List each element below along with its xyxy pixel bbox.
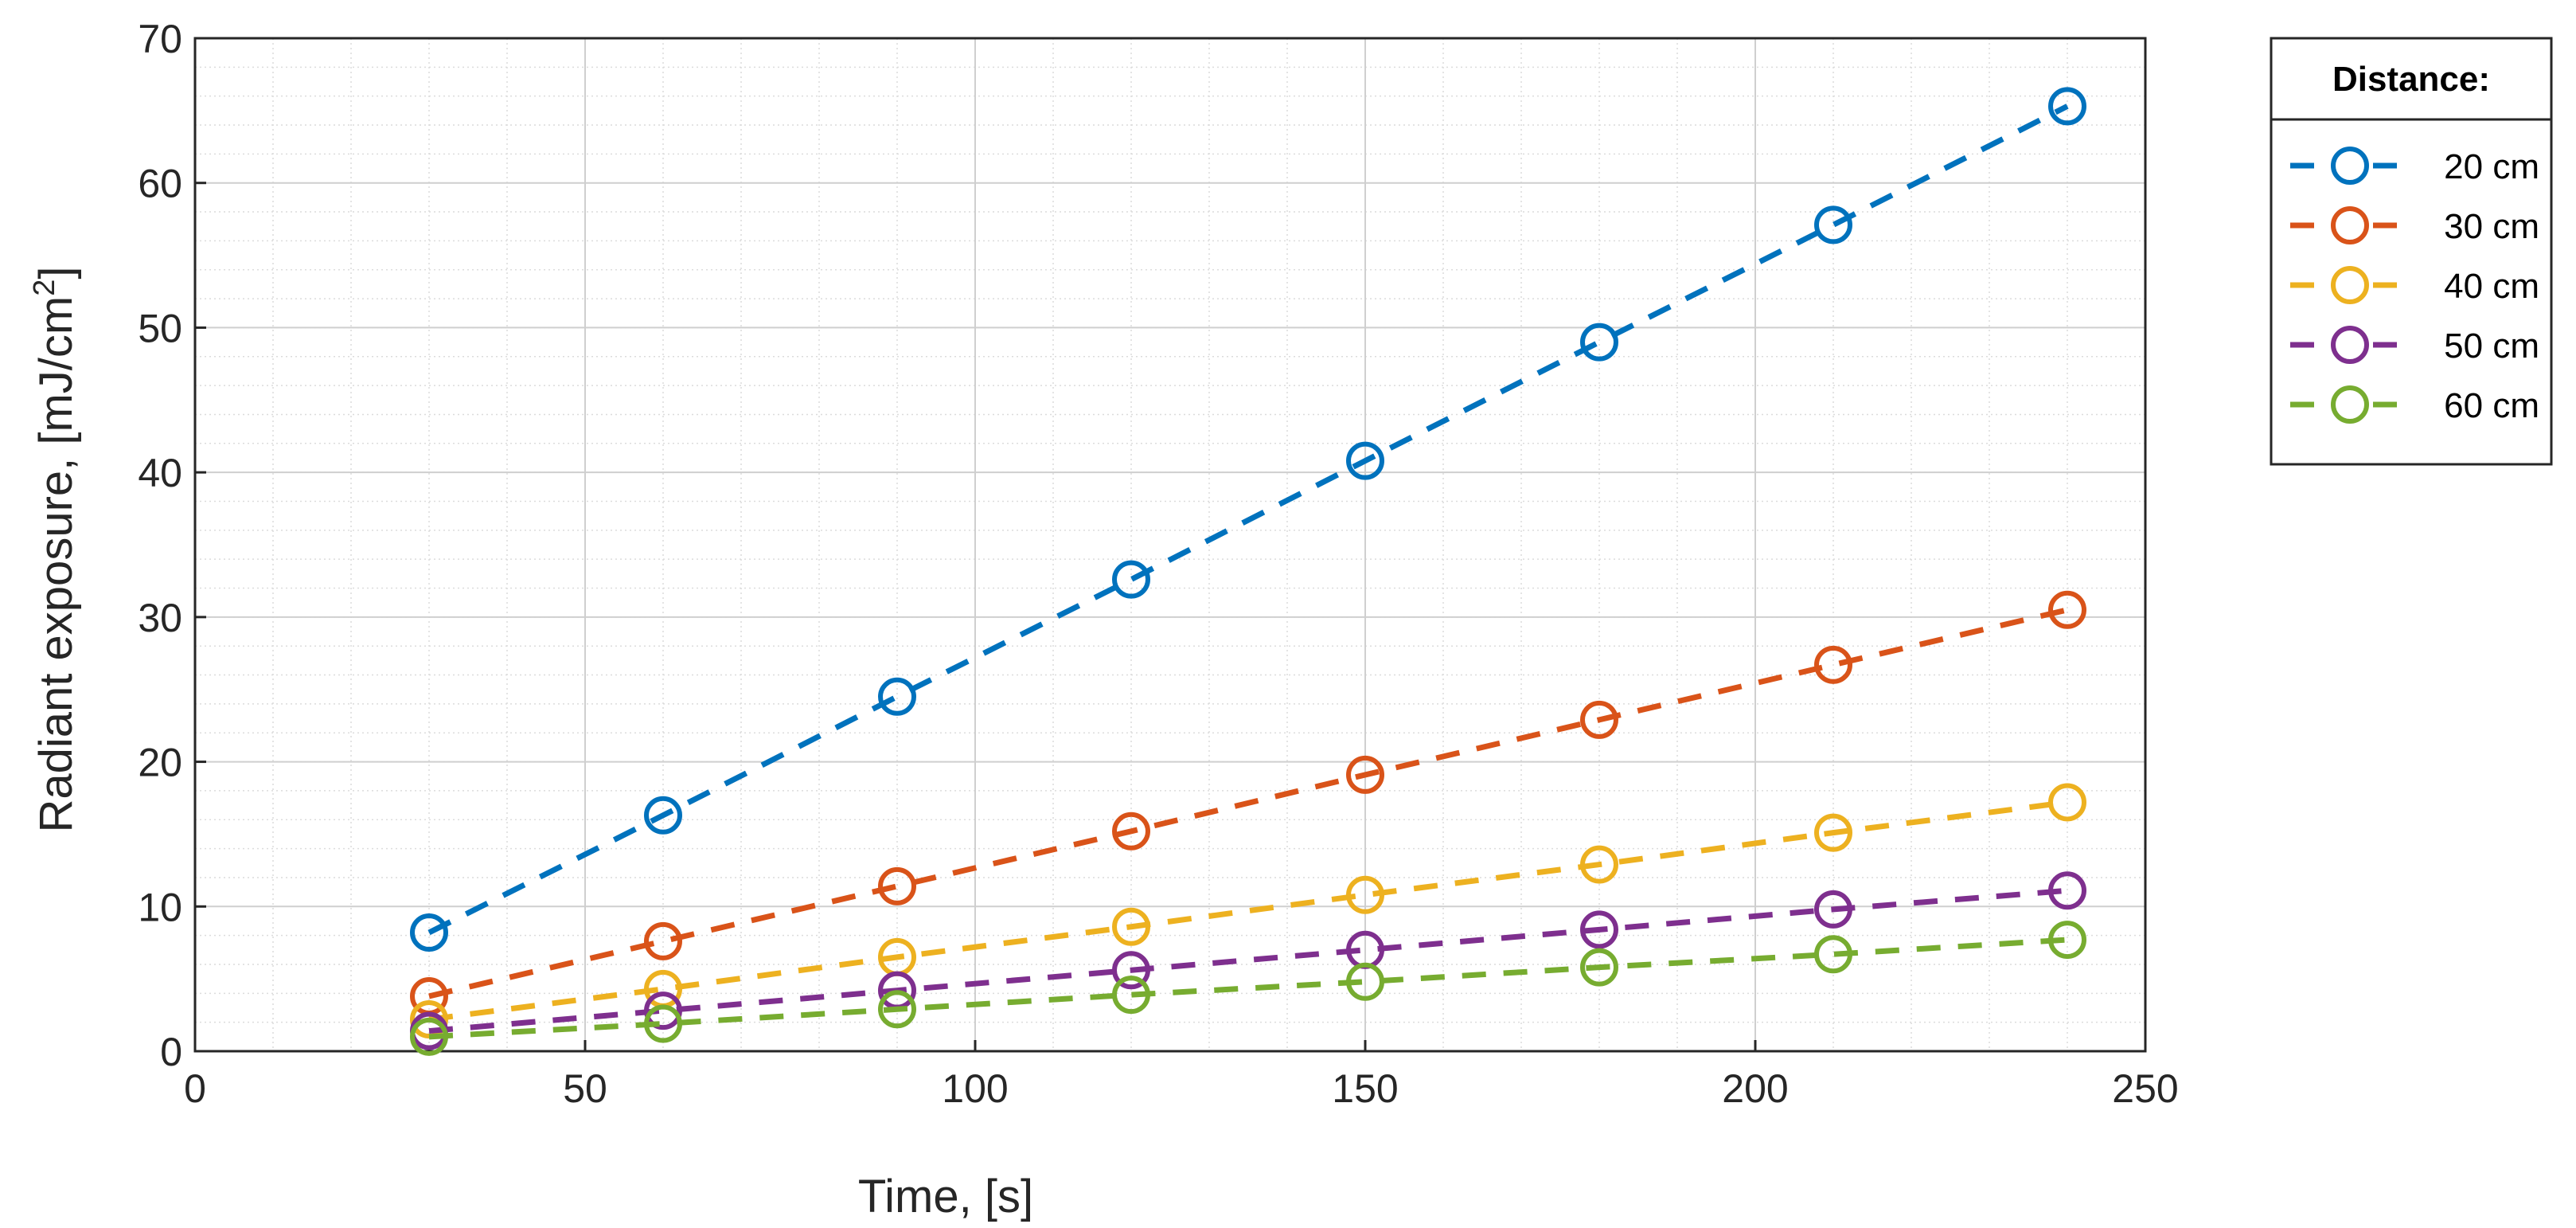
data-point	[410, 1017, 448, 1056]
legend-label: 20 cm	[2444, 147, 2539, 186]
x-tick-label: 100	[942, 1066, 1008, 1111]
legend: Distance: 20 cm 30 cm 40 cm 50 cm 60 cm	[2270, 37, 2553, 466]
data-point	[1112, 976, 1150, 1015]
series-line	[427, 104, 2069, 936]
data-point	[1814, 890, 1852, 929]
legend-items: 20 cm 30 cm 40 cm 50 cm 60 cm	[2290, 147, 2539, 425]
x-axis-ticks: 0 50 100 150 200 250	[184, 1040, 2179, 1111]
data-point	[1814, 813, 1852, 852]
y-tick-label: 0	[160, 1030, 182, 1074]
plot-frame	[193, 37, 2147, 1053]
x-tick-label: 250	[2112, 1066, 2178, 1111]
y-tick-label: 10	[138, 885, 182, 929]
data-point	[878, 677, 916, 716]
plot-area: 0 50 100 150 200 250 0 10 20 30 40 50 60 70	[138, 17, 2178, 1111]
series-line	[428, 607, 2068, 999]
legend-marker	[2331, 147, 2369, 185]
data-point	[1346, 962, 1384, 1001]
data-point	[1580, 910, 1618, 949]
x-axis-title: Time, [s]	[858, 1171, 1033, 1222]
legend-item: 50 cm	[2290, 326, 2539, 366]
y-axis-title-superscript: 2	[28, 280, 61, 296]
data-point	[2048, 783, 2086, 822]
data-point	[2048, 590, 2086, 629]
data-point	[2048, 921, 2086, 960]
data-point	[878, 866, 916, 905]
x-tick-label: 50	[563, 1066, 607, 1111]
legend-label: 40 cm	[2444, 267, 2539, 306]
data-point	[1346, 875, 1384, 914]
data-point	[644, 796, 682, 835]
data-point	[1814, 205, 1852, 244]
series-layer	[410, 87, 2086, 1056]
legend-label: 30 cm	[2444, 207, 2539, 246]
series-line	[428, 887, 2068, 1034]
y-axis-title-suffix: ]	[30, 267, 82, 280]
y-tick-label: 60	[138, 162, 182, 206]
legend-box	[2270, 37, 2553, 466]
data-point	[1814, 935, 1852, 974]
data-point	[1580, 948, 1618, 987]
x-tick-label: 0	[184, 1066, 206, 1111]
data-point	[644, 921, 682, 960]
data-point	[1580, 323, 1618, 362]
data-point	[1112, 560, 1150, 599]
y-tick-label: 30	[138, 596, 182, 640]
data-point	[644, 991, 682, 1031]
y-tick-label: 50	[138, 306, 182, 350]
series-line	[428, 799, 2068, 1023]
legend-marker	[2331, 206, 2369, 244]
y-axis-title-main: Radiant exposure, [mJ/cm	[30, 296, 82, 833]
data-point	[1346, 441, 1384, 480]
data-point	[1580, 845, 1618, 884]
data-point	[2048, 87, 2086, 126]
data-point	[1814, 645, 1852, 684]
legend-title: Distance:	[2332, 60, 2490, 99]
legend-item: 30 cm	[2290, 206, 2539, 246]
y-axis-title: Radiant exposure, [mJ/cm2]	[28, 267, 82, 833]
series-60-cm	[410, 921, 2086, 1056]
y-tick-label: 70	[138, 17, 182, 61]
data-point	[1112, 811, 1150, 851]
legend-item: 40 cm	[2290, 266, 2539, 306]
legend-item: 60 cm	[2290, 385, 2539, 425]
data-point	[410, 913, 448, 952]
x-tick-label: 150	[1332, 1066, 1398, 1111]
y-axis-ticks: 0 10 20 30 40 50 60 70	[138, 17, 206, 1074]
series-line	[428, 937, 2068, 1040]
legend-marker	[2331, 266, 2369, 304]
legend-marker	[2331, 326, 2369, 364]
data-point	[2048, 871, 2086, 910]
plot-background	[195, 38, 2145, 1051]
series-30-cm	[410, 590, 2086, 1015]
y-tick-label: 20	[138, 741, 182, 785]
data-point	[1580, 700, 1618, 739]
legend-marker	[2331, 385, 2369, 424]
data-point	[878, 990, 916, 1029]
data-point	[644, 1004, 682, 1043]
series-20-cm	[410, 87, 2086, 952]
x-tick-label: 200	[1722, 1066, 1788, 1111]
legend-item: 20 cm	[2290, 147, 2539, 186]
data-point	[1346, 755, 1384, 794]
data-point	[1112, 907, 1150, 946]
legend-label: 50 cm	[2444, 327, 2539, 366]
data-point	[1112, 951, 1150, 990]
y-tick-label: 40	[138, 451, 182, 495]
legend-label: 60 cm	[2444, 386, 2539, 425]
